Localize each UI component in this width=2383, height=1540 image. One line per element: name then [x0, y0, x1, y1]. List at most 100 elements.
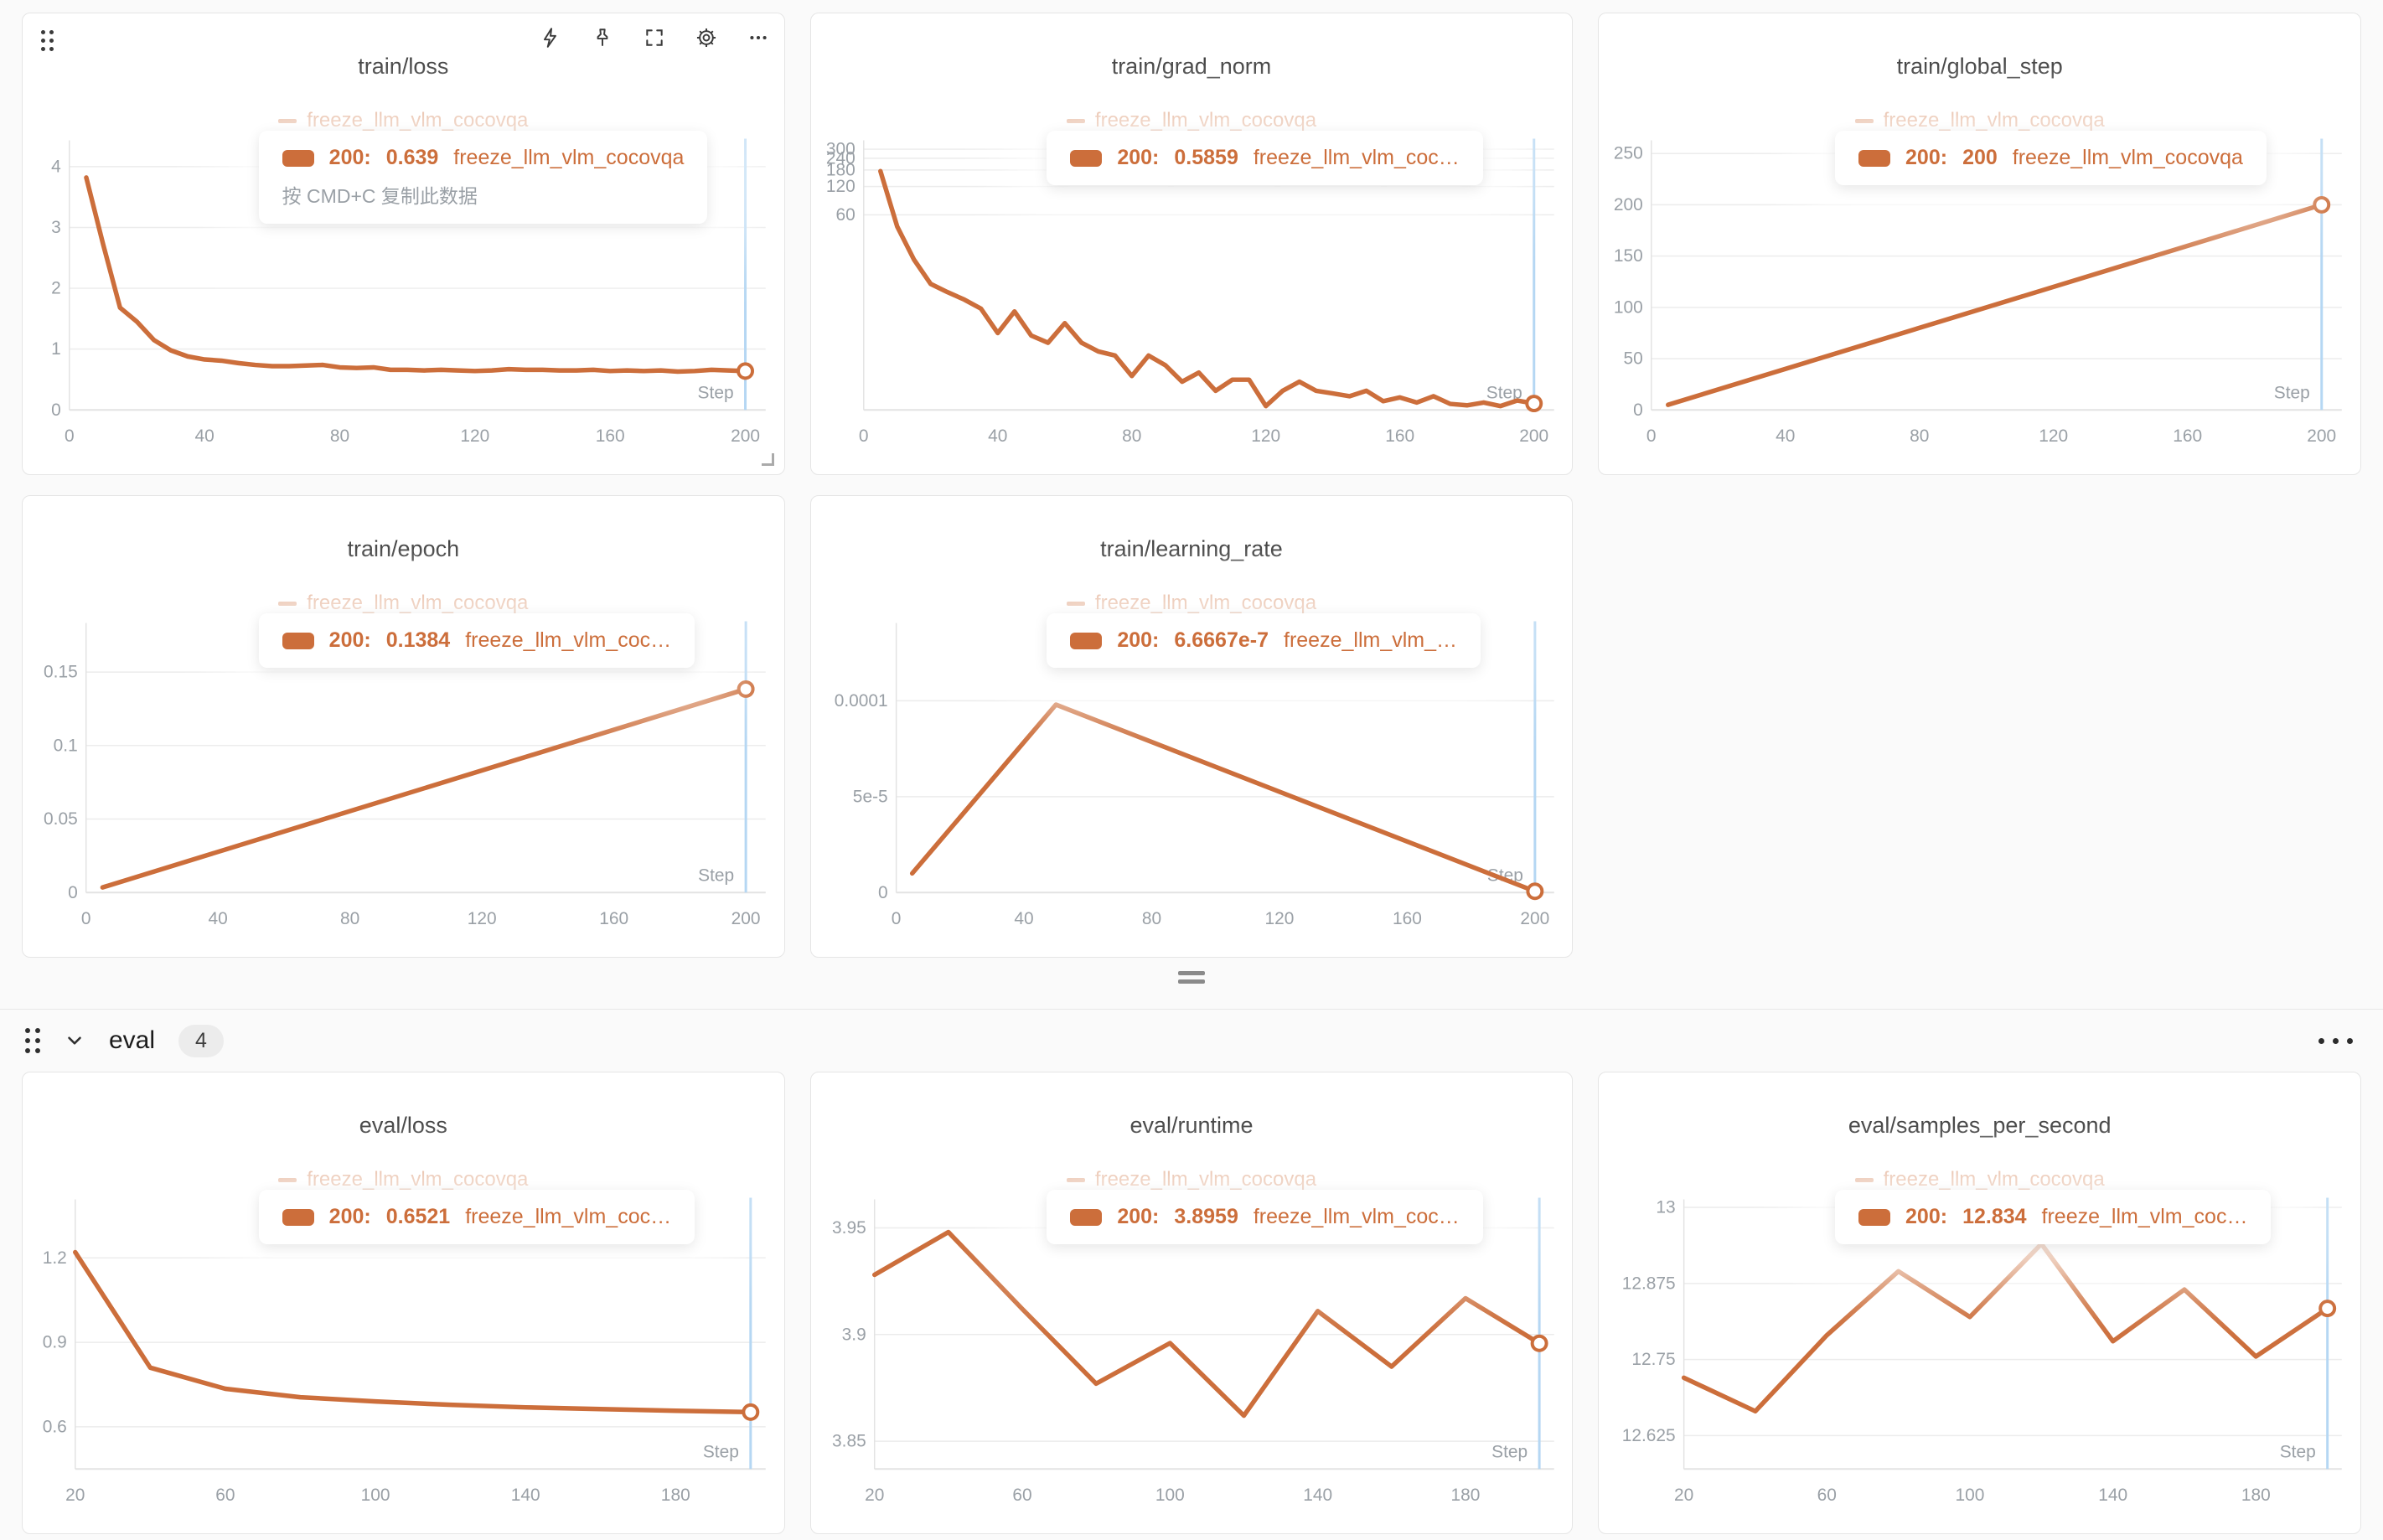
svg-text:200: 200	[1614, 195, 1643, 214]
svg-text:160: 160	[596, 426, 625, 446]
svg-text:120: 120	[460, 426, 489, 446]
tooltip-run-name: freeze_llm_vlm_coc…	[465, 1205, 672, 1228]
chart-legend[interactable]: freeze_llm_vlm_cocovqa	[1599, 109, 2360, 132]
svg-text:60: 60	[1817, 1486, 1837, 1505]
chart-panel-train-learning-rate: train/learning_rate freeze_llm_vlm_cocov…	[809, 495, 1574, 958]
eval-section-title[interactable]: eval	[109, 1026, 156, 1054]
tooltip-series-swatch	[1070, 149, 1103, 167]
panel-drag-handle-icon[interactable]	[41, 30, 54, 51]
chart-legend[interactable]: freeze_llm_vlm_cocovqa	[1599, 1168, 2360, 1191]
tooltip-run-name: freeze_llm_vlm_cocovqa	[2012, 146, 2243, 169]
svg-text:Step: Step	[2274, 383, 2310, 402]
svg-text:1: 1	[51, 339, 61, 359]
svg-text:0.05: 0.05	[44, 809, 78, 829]
chart-panel-eval-samples-per-second: eval/samples_per_second freeze_llm_vlm_c…	[1598, 1072, 2361, 1534]
chart-legend[interactable]: freeze_llm_vlm_cocovqa	[23, 1168, 784, 1191]
svg-text:120: 120	[1264, 909, 1294, 928]
chart-title: train/grad_norm	[1111, 54, 1272, 79]
hover-tooltip: 200: 12.834 freeze_llm_vlm_coc…	[1835, 1190, 2272, 1244]
svg-text:20: 20	[865, 1486, 884, 1505]
fullscreen-icon[interactable]	[644, 27, 665, 49]
svg-text:0.9: 0.9	[43, 1333, 67, 1352]
legend-run-label: freeze_llm_vlm_cocovqa	[1094, 109, 1317, 132]
section-resize-handle-icon[interactable]	[1178, 971, 1205, 988]
chart-title: train/loss	[358, 54, 449, 79]
svg-text:200: 200	[731, 909, 761, 928]
line-chart[interactable]: 0.6 0.9 1.2 20 60 100 140 180 Step	[23, 1072, 784, 1533]
tooltip-step: 200:	[1905, 1205, 1948, 1228]
chart-title: eval/runtime	[1129, 1113, 1254, 1138]
zap-icon[interactable]	[540, 27, 561, 49]
svg-text:80: 80	[1122, 426, 1141, 446]
tooltip-series-swatch	[1070, 1208, 1103, 1226]
eval-section-ellipsis-icon[interactable]	[2313, 1033, 2358, 1049]
chart-legend[interactable]: freeze_llm_vlm_cocovqa	[811, 1168, 1573, 1191]
section-drag-handle-icon[interactable]	[25, 1028, 40, 1053]
legend-run-label: freeze_llm_vlm_cocovqa	[307, 592, 529, 614]
svg-text:120: 120	[468, 909, 497, 928]
gear-icon[interactable]	[695, 27, 717, 49]
svg-text:0.6: 0.6	[43, 1417, 67, 1436]
svg-text:Step: Step	[703, 1442, 739, 1461]
tooltip-run-name: freeze_llm_vlm_coc…	[2041, 1205, 2248, 1228]
tooltip-step: 200:	[1117, 628, 1160, 652]
svg-text:40: 40	[1014, 909, 1033, 928]
svg-text:50: 50	[1624, 349, 1643, 369]
legend-swatch	[1066, 602, 1085, 607]
chart-legend[interactable]: freeze_llm_vlm_cocovqa	[23, 109, 784, 132]
tooltip-step: 200:	[1117, 1205, 1160, 1228]
svg-text:40: 40	[195, 426, 215, 446]
panel-resize-handle[interactable]	[761, 453, 774, 466]
line-chart[interactable]: 0 0.05 0.1 0.15 0 40 80 120 160 200 Step	[23, 496, 784, 957]
svg-text:0.0001: 0.0001	[834, 691, 887, 711]
svg-text:1.2: 1.2	[43, 1248, 67, 1268]
tooltip-value: 3.8959	[1174, 1205, 1238, 1228]
svg-text:3: 3	[51, 218, 61, 237]
line-chart[interactable]: 0 50 100 150 200 250 0 40 80 120 160 200 Step	[1599, 13, 2360, 474]
svg-text:120: 120	[1251, 426, 1280, 446]
svg-text:40: 40	[988, 426, 1007, 446]
svg-text:3.95: 3.95	[832, 1218, 866, 1238]
svg-text:150: 150	[1614, 246, 1643, 266]
chart-legend[interactable]: freeze_llm_vlm_cocovqa	[811, 109, 1573, 132]
svg-text:0: 0	[51, 401, 61, 420]
svg-text:12.75: 12.75	[1632, 1350, 1676, 1369]
tooltip-series-swatch	[1858, 149, 1891, 167]
svg-text:20: 20	[1674, 1486, 1693, 1505]
hover-tooltip: 200: 200 freeze_llm_vlm_cocovqa	[1835, 131, 2267, 185]
svg-text:4: 4	[51, 157, 61, 176]
chart-legend[interactable]: freeze_llm_vlm_cocovqa	[23, 592, 784, 615]
tooltip-step: 200:	[328, 628, 371, 652]
tooltip-run-name: freeze_llm_vlm_coc…	[465, 628, 672, 652]
svg-text:200: 200	[731, 426, 760, 446]
tooltip-series-swatch	[1858, 1208, 1891, 1226]
line-chart[interactable]: 0 5e-5 0.0001 0 40 80 120 160 200 Step	[811, 496, 1573, 957]
legend-run-label: freeze_llm_vlm_cocovqa	[1883, 109, 2105, 132]
tooltip-value: 0.1384	[385, 628, 451, 652]
chart-title: train/learning_rate	[1100, 536, 1283, 561]
chart-legend[interactable]: freeze_llm_vlm_cocovqa	[811, 592, 1573, 615]
section-divider-line	[0, 1009, 2383, 1010]
pin-icon[interactable]	[592, 27, 613, 49]
hover-tooltip: 200: 0.1384 freeze_llm_vlm_coc…	[258, 613, 695, 668]
chart-title: eval/samples_per_second	[1848, 1113, 2112, 1138]
legend-run-label: freeze_llm_vlm_cocovqa	[307, 109, 529, 132]
line-chart[interactable]: 12.625 12.75 12.875 13 20 60 100 140 180 Step	[1599, 1072, 2360, 1533]
tooltip-step: 200:	[1117, 146, 1160, 169]
chevron-down-icon[interactable]	[64, 1030, 85, 1052]
tooltip-value: 0.5859	[1174, 146, 1238, 169]
svg-text:100: 100	[361, 1486, 390, 1505]
tooltip-run-name: freeze_llm_vlm_coc…	[1253, 146, 1460, 169]
svg-text:140: 140	[511, 1486, 540, 1505]
tooltip-step: 200:	[328, 146, 371, 169]
eval-section-grid: eval/loss freeze_llm_vlm_cocovqa 0.6 0.9 1…	[0, 1072, 2383, 1534]
svg-text:80: 80	[330, 426, 349, 446]
chart-panel-eval-loss: eval/loss freeze_llm_vlm_cocovqa 0.6 0.9 1…	[22, 1072, 785, 1534]
ellipsis-icon[interactable]	[747, 27, 769, 49]
line-chart[interactable]: 3.85 3.9 3.95 20 60 100 140 180 Step	[811, 1072, 1573, 1533]
tooltip-step: 200:	[328, 1205, 371, 1228]
